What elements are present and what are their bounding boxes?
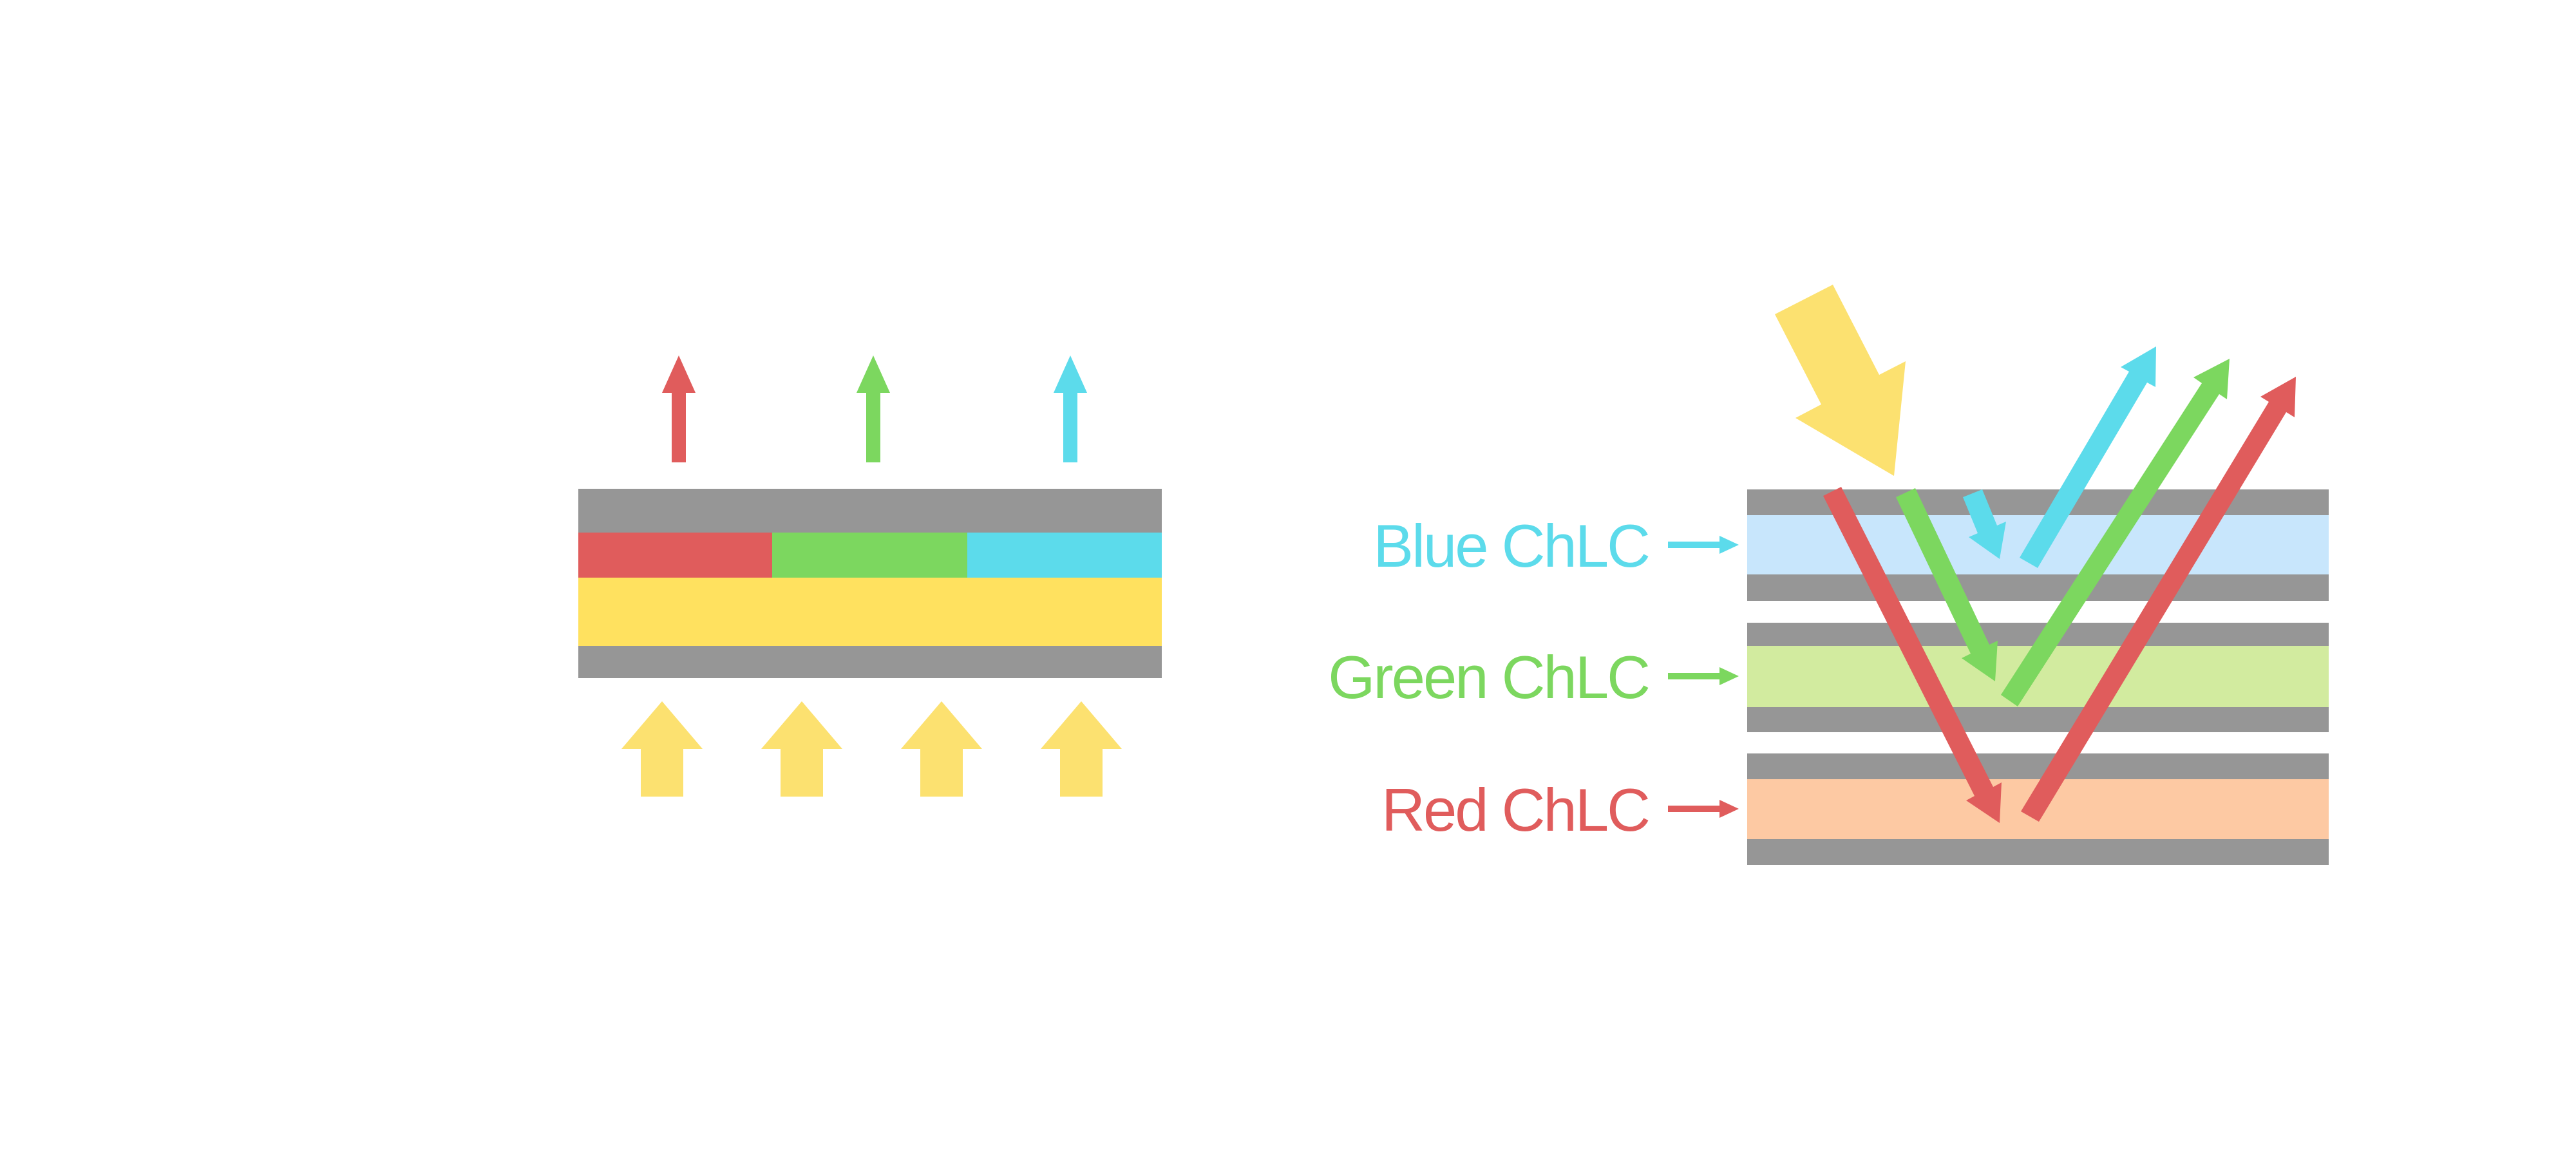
red-reflected-ray-icon xyxy=(2021,377,2296,822)
green-chlc-label: Green ChLC xyxy=(1328,643,1649,711)
transmissive-stack-diagram xyxy=(578,355,1162,797)
bottom-substrate-layer xyxy=(578,646,1162,678)
cyan-output-arrow-icon xyxy=(1054,355,1087,462)
backlight-arrow-icon-1 xyxy=(621,701,703,797)
substrate-layer-5 xyxy=(1747,753,2329,779)
incident-light-arrow-icon xyxy=(1775,285,1906,476)
substrate-layer-6 xyxy=(1747,839,2329,865)
red-filter-segment xyxy=(578,533,772,578)
backlight-arrow-icon-2 xyxy=(761,701,842,797)
green-chlc-label-arrow-icon xyxy=(1668,667,1739,685)
green-output-arrow-icon xyxy=(857,355,890,462)
cyan-incident-ray-icon xyxy=(1963,489,2006,559)
backlight-arrow-icon-3 xyxy=(901,701,982,797)
green-incident-ray-icon xyxy=(1896,488,1998,681)
blue-chlc-label-arrow-icon xyxy=(1668,536,1739,554)
cyan-filter-segment xyxy=(967,533,1162,578)
green-filter-segment xyxy=(772,533,967,578)
red-incident-ray-icon xyxy=(1823,487,2002,823)
red-output-arrow-icon xyxy=(662,355,696,462)
cyan-reflected-ray-icon xyxy=(2020,346,2156,568)
top-substrate-layer xyxy=(578,489,1162,533)
substrate-layer-2 xyxy=(1747,574,2329,601)
backlight-layer xyxy=(578,578,1162,646)
red-chlc-label-arrow-icon xyxy=(1668,800,1739,818)
substrate-layer-4 xyxy=(1747,707,2329,732)
red-chlc-label: Red ChLC xyxy=(1381,776,1649,844)
reflective-stack-diagram: Blue ChLC Green ChLC Red ChLC xyxy=(1328,285,2329,865)
backlight-arrow-icon-4 xyxy=(1041,701,1122,797)
green-reflected-ray-icon xyxy=(2001,359,2230,706)
blue-chlc-label: Blue ChLC xyxy=(1373,512,1649,580)
